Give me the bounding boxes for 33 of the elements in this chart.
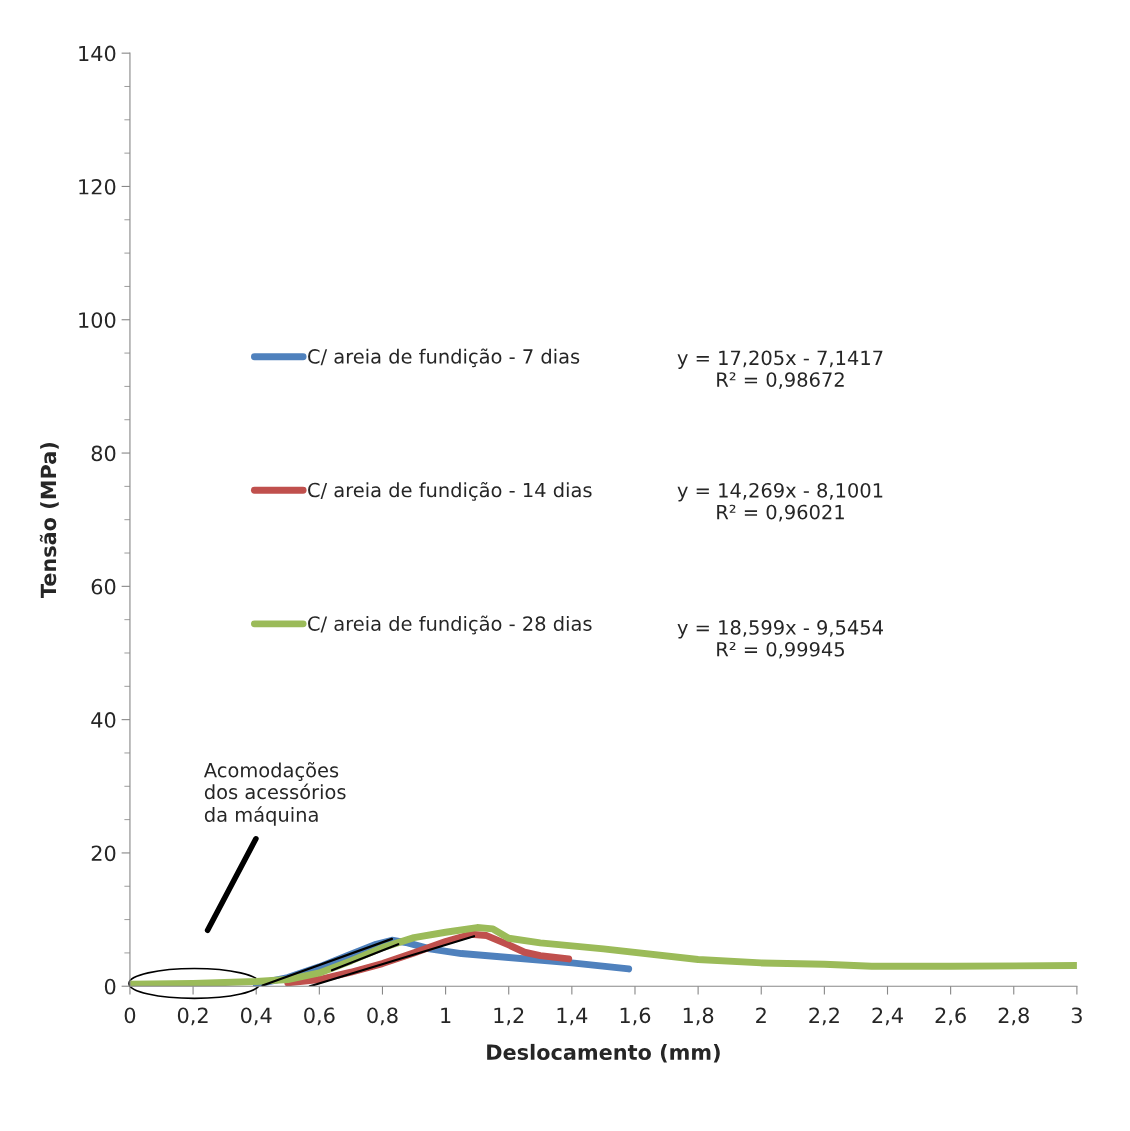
x-tick-label: 1,6 xyxy=(620,1007,651,1026)
x-tick-label: 0,8 xyxy=(367,1007,398,1026)
y-tick-label: 40 xyxy=(91,712,116,728)
legend-label: C/ areia de fundição - 28 dias xyxy=(308,615,592,635)
legend-label: C/ areia de fundição - 14 dias xyxy=(308,481,592,501)
y-tick-label: 0 xyxy=(104,978,116,995)
x-axis-title: Deslocamento (mm) xyxy=(487,1043,720,1063)
annotation: y = 17,205x - 7,1417 R² = 0,98672 xyxy=(677,350,883,389)
y-tick-label: 140 xyxy=(79,45,116,62)
x-tick-label: 2,8 xyxy=(998,1007,1029,1026)
y-tick-label: 120 xyxy=(79,178,116,195)
legend-label: C/ areia de fundição - 7 dias xyxy=(308,348,580,368)
y-tick-label: 100 xyxy=(79,312,116,328)
x-tick-label: 2,2 xyxy=(809,1007,839,1026)
x-tick-label: 0,2 xyxy=(177,1007,208,1026)
x-tick-label: 0 xyxy=(124,1007,136,1024)
x-tick-label: 0,4 xyxy=(241,1007,272,1026)
x-tick-label: 1,4 xyxy=(557,1007,588,1026)
y-tick-label: 60 xyxy=(91,578,116,595)
x-tick-label: 2 xyxy=(756,1007,766,1023)
x-tick-label: 1,8 xyxy=(683,1007,714,1026)
x-tick-label: 1,2 xyxy=(494,1007,524,1026)
x-tick-label: 3 xyxy=(1071,1007,1082,1024)
x-tick-label: 2,6 xyxy=(935,1007,966,1026)
annotation: Acomodações dos acessórios da máquina xyxy=(203,762,346,826)
y-tick-label: 80 xyxy=(91,445,116,462)
annotation: y = 14,269x - 8,1001 R² = 0,96021 xyxy=(677,482,883,522)
y-tick-label: 20 xyxy=(91,845,116,862)
annotation: y = 18,599x - 9,5454 R² = 0,99945 xyxy=(677,620,883,659)
x-tick-label: 0,6 xyxy=(304,1007,335,1026)
y-axis-title: Tensão (MPa) xyxy=(39,442,59,599)
x-tick-label: 2,4 xyxy=(872,1007,903,1026)
x-tick-label: 1 xyxy=(441,1007,451,1023)
